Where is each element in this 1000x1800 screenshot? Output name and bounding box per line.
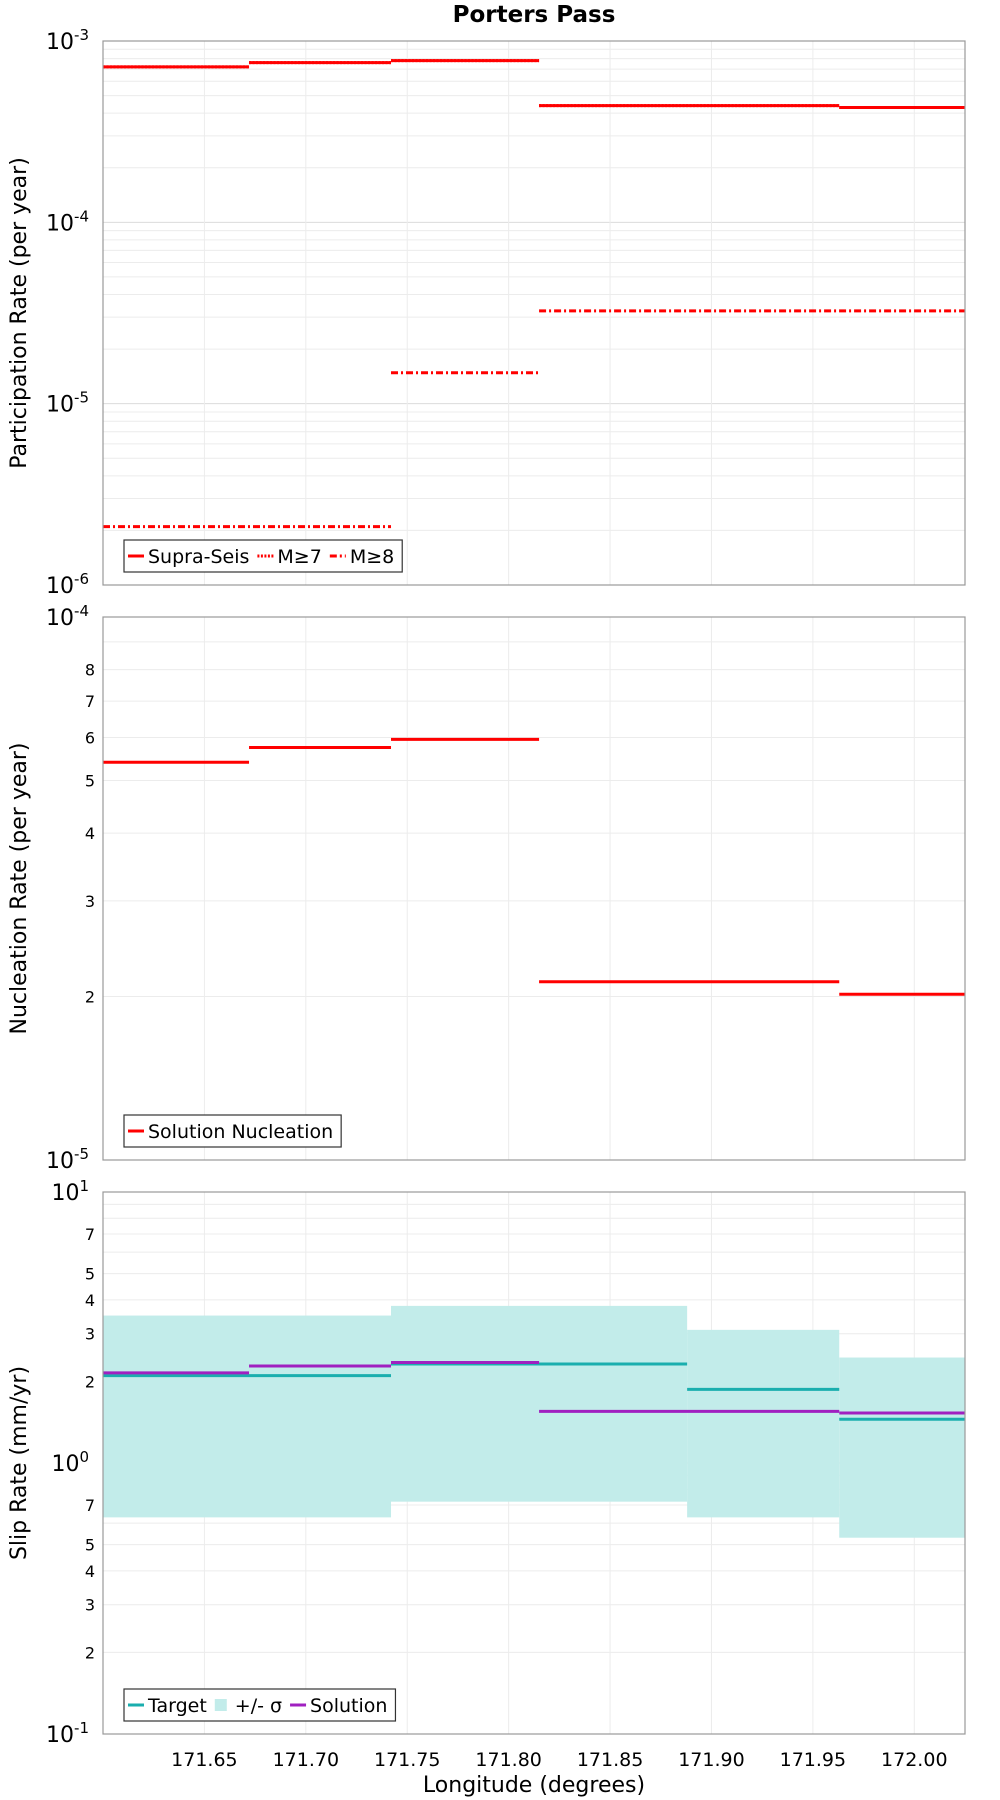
x-tick-label: 172.00 bbox=[881, 1749, 947, 1771]
legend-box bbox=[123, 1688, 397, 1722]
plot-frame bbox=[102, 40, 966, 586]
legend-box bbox=[123, 539, 403, 573]
y-minor-tick-label: 3 bbox=[85, 892, 95, 911]
legend-box bbox=[123, 1114, 342, 1148]
x-tick-label: 171.95 bbox=[780, 1749, 846, 1771]
y-minor-tick-label: 5 bbox=[85, 771, 95, 790]
y-tick-label: 10-5 bbox=[46, 389, 89, 418]
x-tick-label: 171.75 bbox=[374, 1749, 440, 1771]
y-minor-tick-label: 3 bbox=[85, 1325, 95, 1344]
y-tick-label: 10-4 bbox=[46, 602, 89, 631]
legend-label: M≥8 bbox=[350, 546, 394, 568]
y-tick-label: 10-3 bbox=[46, 26, 89, 55]
y-minor-tick-label: 8 bbox=[85, 661, 95, 680]
legend-label: +/- σ bbox=[235, 1695, 282, 1717]
y-axis-label: Nucleation Rate (per year) bbox=[7, 743, 32, 1035]
plot-area bbox=[103, 41, 965, 585]
plot-frame bbox=[102, 1191, 966, 1735]
y-minor-tick-label: 5 bbox=[85, 1265, 95, 1284]
y-minor-tick-label: 2 bbox=[85, 1372, 95, 1391]
panel-3: 7 5 4 3 2 7 5 4 3 2 Slip Rate (mm/yr) 171.65 171.70 1… bbox=[7, 1191, 966, 1798]
y-minor-tick-label: 7 bbox=[85, 1496, 95, 1515]
sigma-band-segment bbox=[839, 1357, 965, 1538]
y-minor-tick-label: 4 bbox=[85, 1562, 95, 1581]
legend-label: Solution Nucleation bbox=[148, 1121, 333, 1143]
sigma-band-segment bbox=[391, 1305, 688, 1502]
y-minor-tick-label: 2 bbox=[85, 988, 95, 1007]
y-minor-tick-label: 4 bbox=[85, 1291, 95, 1310]
y-minor-tick-label: 6 bbox=[85, 728, 95, 747]
panel-2: 8 7 6 5 4 3 2 Nucleation Rate (per year) Solutio… bbox=[7, 616, 966, 1161]
y-minor-tick-label: 7 bbox=[85, 692, 95, 711]
y-tick-label: 10-4 bbox=[46, 207, 89, 236]
plot-frame bbox=[102, 616, 966, 1161]
y-minor-tick-label: 5 bbox=[85, 1536, 95, 1555]
panel-1: Participation Rate (per year) Porters Pas… bbox=[7, 2, 966, 586]
legend: Supra-Seis M≥7 M≥8 bbox=[123, 539, 403, 573]
y-tick-label: 101 bbox=[51, 1177, 89, 1206]
legend-label: M≥7 bbox=[277, 546, 321, 568]
legend-swatch bbox=[214, 1699, 227, 1711]
y-axis-label: Participation Rate (per year) bbox=[7, 157, 32, 469]
y-tick-label: 10-1 bbox=[46, 1719, 89, 1748]
sigma-band-segment bbox=[687, 1329, 840, 1518]
sigma-band-segment bbox=[103, 1315, 392, 1518]
legend: Target +/- σ Solution bbox=[123, 1688, 397, 1722]
y-minor-tick-label: 3 bbox=[85, 1596, 95, 1615]
legend-label: Solution bbox=[310, 1695, 387, 1717]
plot-area bbox=[103, 617, 965, 1160]
x-tick-label: 171.70 bbox=[273, 1749, 339, 1771]
legend: Solution Nucleation bbox=[123, 1114, 342, 1148]
y-axis-label: Slip Rate (mm/yr) bbox=[7, 1366, 32, 1560]
y-minor-tick-label: 4 bbox=[85, 824, 95, 843]
y-tick-label: 100 bbox=[51, 1448, 89, 1477]
y-tick-label: 10-5 bbox=[46, 1145, 89, 1174]
x-tick-label: 171.85 bbox=[577, 1749, 643, 1771]
y-tick-label: 10-6 bbox=[46, 570, 89, 599]
x-tick-label: 171.90 bbox=[678, 1749, 744, 1771]
x-axis-label: Longitude (degrees) bbox=[423, 1773, 645, 1798]
legend-label: Supra-Seis bbox=[148, 546, 249, 568]
y-minor-tick-label: 7 bbox=[85, 1225, 95, 1244]
x-tick-label: 171.80 bbox=[475, 1749, 541, 1771]
y-minor-tick-label: 2 bbox=[85, 1643, 95, 1662]
x-tick-label: 171.65 bbox=[171, 1749, 237, 1771]
legend-label: Target bbox=[147, 1695, 207, 1717]
chart-title: Porters Pass bbox=[453, 2, 616, 28]
